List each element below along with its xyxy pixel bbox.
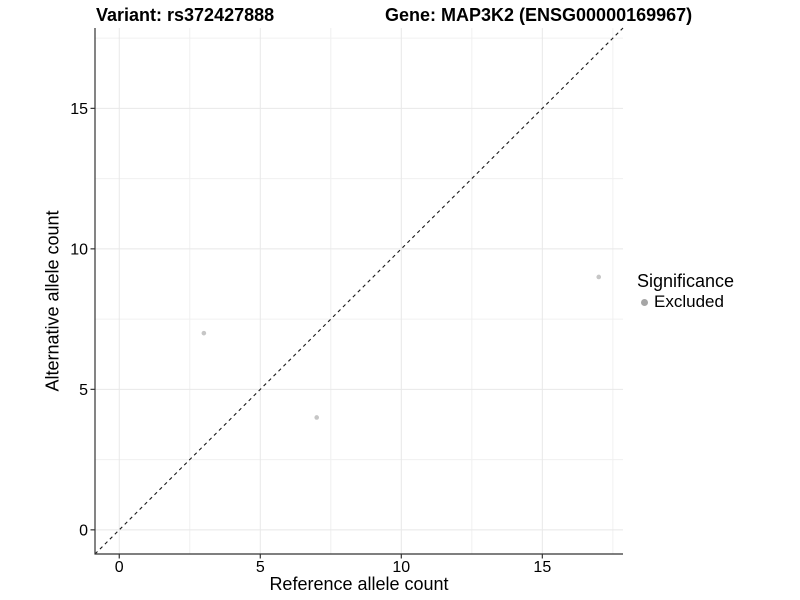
grid-major [95, 28, 623, 554]
y-tick-label: 10 [70, 241, 88, 258]
x-tick-label: 10 [392, 559, 410, 576]
x-axis-title: Reference allele count [269, 574, 449, 594]
x-tick-label: 5 [256, 559, 265, 576]
data-point [314, 415, 319, 420]
y-tick-label: 0 [79, 522, 88, 539]
identity-line [94, 27, 624, 555]
y-tick-label: 5 [79, 382, 88, 399]
data-point [201, 330, 207, 336]
grid-minor [95, 28, 623, 554]
tick-marks [90, 107, 543, 559]
legend: Significance Excluded [637, 270, 734, 312]
tick-labels: 0 5 10 15 0 5 10 15 [70, 101, 551, 576]
excluded-point-icon [641, 298, 648, 306]
gene-title: Gene: MAP3K2 (ENSG00000169967) [385, 5, 693, 25]
legend-item-excluded: Excluded [637, 292, 734, 312]
x-tick-label: 15 [533, 559, 551, 576]
variant-title: Variant: rs372427888 [96, 5, 275, 25]
data-point [596, 274, 602, 280]
legend-title: Significance [637, 271, 735, 291]
legend-item-label: Excluded [654, 292, 724, 311]
y-tick-label: 15 [70, 101, 88, 118]
x-tick-label: 0 [115, 559, 124, 576]
data-points [201, 274, 602, 420]
axes [94, 28, 623, 555]
y-axis-title: Alternative allele count [42, 210, 63, 392]
